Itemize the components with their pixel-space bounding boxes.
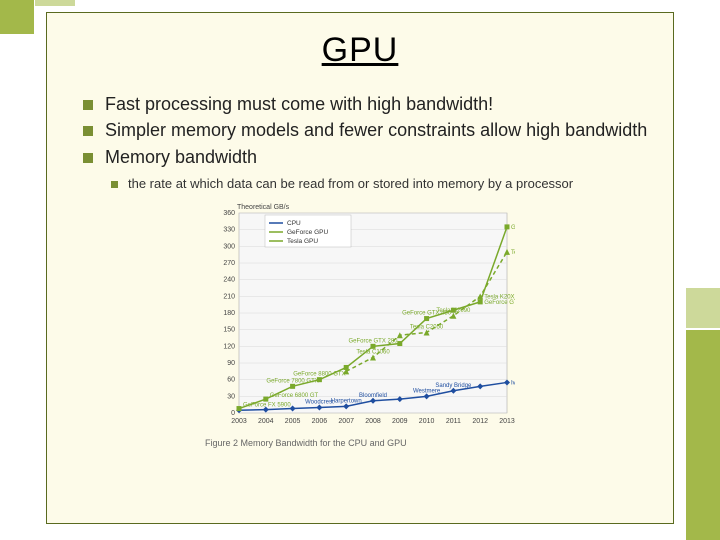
svg-text:Sandy Bridge: Sandy Bridge — [435, 383, 472, 389]
svg-text:GeForce 7800 GTX: GeForce 7800 GTX — [266, 378, 318, 384]
svg-text:Tesla GPU: Tesla GPU — [287, 238, 318, 245]
svg-text:210: 210 — [223, 293, 235, 300]
svg-text:GeForce GPU: GeForce GPU — [287, 229, 328, 236]
svg-text:GeForce 6800 GT: GeForce 6800 GT — [270, 393, 319, 399]
chart-svg: 0 30 60 90 120 150 180 210 240 270 300 330 360Theore… — [205, 199, 515, 431]
bullet-icon — [83, 100, 93, 110]
svg-text:300: 300 — [223, 243, 235, 250]
svg-text:2011: 2011 — [446, 418, 461, 425]
accent-top-left — [0, 0, 34, 34]
svg-text:2008: 2008 — [365, 418, 381, 425]
svg-text:2013: 2013 — [499, 418, 515, 425]
accent-bottom-right-2 — [686, 288, 720, 328]
bandwidth-chart: 0 30 60 90 120 150 180 210 240 270 300 330 360Theore… — [205, 199, 515, 448]
svg-text:Harpertown: Harpertown — [331, 398, 362, 404]
bullet-icon — [83, 153, 93, 163]
svg-text:Tesla K40: Tesla K40 — [511, 250, 515, 256]
svg-text:CPU: CPU — [287, 220, 301, 227]
accent-top-left-2 — [35, 0, 75, 6]
bullet-text: Memory bandwidth — [105, 145, 257, 169]
svg-text:Tesla C2050: Tesla C2050 — [410, 325, 444, 331]
svg-text:90: 90 — [227, 360, 235, 367]
svg-text:Woodcrest: Woodcrest — [305, 400, 334, 406]
svg-text:Tesla M2090: Tesla M2090 — [436, 308, 471, 314]
bullet-item: Simpler memory models and fewer constrai… — [83, 118, 655, 142]
bullet-icon — [83, 126, 93, 136]
svg-text:2012: 2012 — [472, 418, 488, 425]
bullet-list: Fast processing must come with high band… — [83, 92, 655, 169]
bullet-text: Simpler memory models and fewer constrai… — [105, 118, 647, 142]
bullet-item: Fast processing must come with high band… — [83, 92, 655, 116]
bullet-item: Memory bandwidth — [83, 145, 655, 169]
sub-bullet-text: the rate at which data can be read from … — [128, 175, 573, 193]
svg-text:Bloomfield: Bloomfield — [359, 393, 387, 399]
slide-title: GPU — [47, 31, 673, 70]
svg-text:2004: 2004 — [258, 418, 274, 425]
svg-text:330: 330 — [223, 227, 235, 234]
svg-text:2007: 2007 — [338, 418, 354, 425]
svg-text:GeForce 8800 GTX: GeForce 8800 GTX — [293, 372, 345, 378]
svg-text:2003: 2003 — [231, 418, 247, 425]
accent-bottom-right — [686, 330, 720, 540]
svg-text:240: 240 — [223, 277, 235, 284]
svg-text:150: 150 — [223, 327, 235, 334]
svg-text:GeForce GTX 280: GeForce GTX 280 — [348, 338, 398, 344]
svg-text:2006: 2006 — [312, 418, 328, 425]
svg-text:GeForce 780 Ti: GeForce 780 Ti — [511, 225, 515, 231]
svg-text:GeForce FX 5900: GeForce FX 5900 — [243, 403, 291, 409]
svg-text:180: 180 — [223, 310, 235, 317]
svg-text:Westmere: Westmere — [413, 388, 441, 394]
svg-text:GeForce GTX 680: GeForce GTX 680 — [484, 300, 515, 306]
slide-content: GPU Fast processing must come with high … — [46, 12, 674, 524]
svg-text:270: 270 — [223, 260, 235, 267]
chart-caption: Figure 2 Memory Bandwidth for the CPU an… — [205, 438, 515, 448]
svg-text:360: 360 — [223, 210, 235, 217]
bullet-text: Fast processing must come with high band… — [105, 92, 493, 116]
sub-bullet-list: the rate at which data can be read from … — [111, 175, 673, 193]
svg-text:30: 30 — [227, 393, 235, 400]
bullet-icon — [111, 181, 118, 188]
svg-text:2009: 2009 — [392, 418, 408, 425]
svg-text:Theoretical GB/s: Theoretical GB/s — [237, 204, 290, 211]
svg-text:60: 60 — [227, 377, 235, 384]
svg-text:0: 0 — [231, 410, 235, 417]
svg-text:2010: 2010 — [419, 418, 435, 425]
svg-text:Ivy Bridge: Ivy Bridge — [511, 381, 515, 387]
svg-text:120: 120 — [223, 343, 235, 350]
svg-text:Tesla C1060: Tesla C1060 — [356, 350, 390, 356]
svg-text:2005: 2005 — [285, 418, 301, 425]
sub-bullet-item: the rate at which data can be read from … — [111, 175, 673, 193]
